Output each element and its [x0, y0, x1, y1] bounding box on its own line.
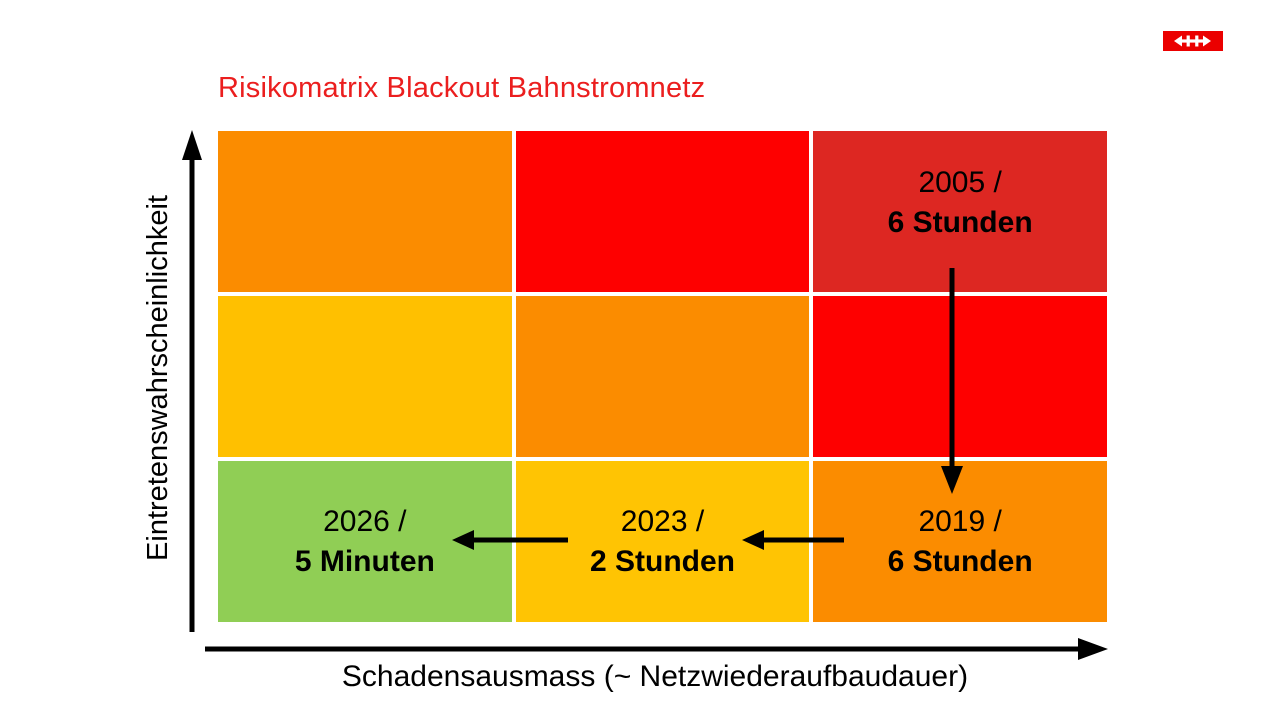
matrix-cell-r2c1: 2023 / 2 Stunden: [515, 461, 810, 622]
event-label-2023: 2023 / 2 Stunden: [590, 502, 735, 582]
event-year: 2026 /: [323, 504, 407, 538]
matrix-cell-r2c2: 2019 / 6 Stunden: [813, 461, 1107, 622]
event-year: 2019 /: [918, 504, 1002, 538]
matrix-cell-r1c2: [813, 296, 1107, 457]
event-label-2019: 2019 / 6 Stunden: [888, 502, 1033, 582]
y-axis-label: Eintretenswahrscheinlichkeit: [142, 195, 174, 561]
event-year: 2005 /: [918, 166, 1002, 199]
event-duration: 5 Minuten: [294, 544, 435, 578]
matrix-cell-r0c2: 2005 / 6 Stunden: [813, 131, 1107, 292]
matrix-cell-r0c0: [218, 131, 512, 292]
event-duration: 6 Stunden: [887, 206, 1033, 239]
event-duration: 6 Stunden: [887, 544, 1033, 578]
matrix-cell-r2c0: 2026 / 5 Minuten: [218, 461, 512, 622]
matrix-cell-r1c1: [515, 296, 810, 457]
x-axis-label: Schadensausmass (~ Netzwiederaufbaudauer…: [341, 660, 969, 693]
page-title: Risikomatrix Blackout Bahnstromnetz: [218, 72, 706, 104]
matrix-cell-r1c0: [218, 296, 512, 457]
y-axis-arrow: [182, 130, 202, 632]
event-duration: 2 Stunden: [589, 544, 735, 578]
event-year: 2023 /: [620, 504, 705, 538]
matrix-cell-r0c1: [515, 131, 810, 292]
event-label-2005: 2005 / 6 Stunden: [888, 163, 1033, 243]
event-label-2026: 2026 / 5 Minuten: [295, 502, 435, 582]
risk-matrix: 2005 / 6 Stunden 2026 / 5 Minuten 2023 /…: [218, 131, 1107, 622]
sbb-logo: [1163, 31, 1223, 51]
sbb-double-arrow-icon: [1163, 31, 1223, 51]
